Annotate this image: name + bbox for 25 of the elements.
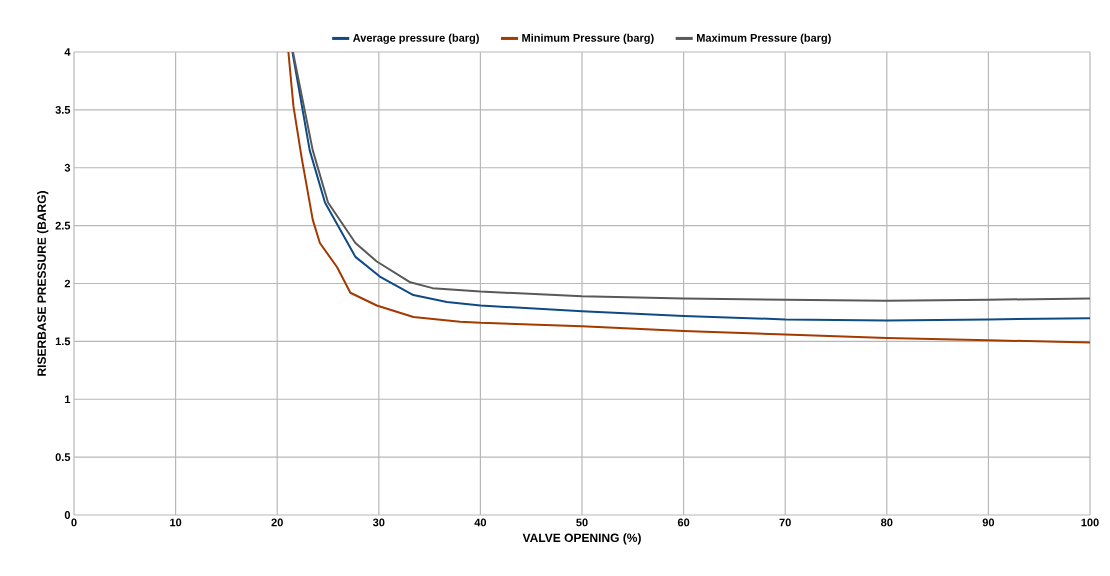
y-tick-label: 0.5	[55, 453, 71, 462]
x-tick-label: 90	[982, 518, 995, 527]
y-tick-label: 2	[64, 279, 71, 288]
y-tick-label: 3	[64, 163, 71, 172]
x-tick-label: 0	[71, 518, 77, 527]
x-tick-label: 20	[271, 518, 283, 527]
x-tick-label: 50	[576, 518, 588, 527]
y-tick-label: 1.5	[55, 337, 71, 346]
x-tick-label: 80	[881, 518, 893, 527]
y-tick-label: 3.5	[55, 105, 71, 114]
x-tick-label: 40	[474, 518, 487, 527]
legend-label: Maximum Pressure (barg)	[696, 33, 831, 45]
x-axis-title: VALVE OPENING (%)	[522, 533, 641, 545]
x-tick-label: 70	[779, 518, 791, 527]
y-axis-title: RISERBASE PRESSURE (BARG)	[37, 191, 49, 376]
y-tick-label: 0	[64, 511, 71, 519]
y-tick-label: 4	[64, 48, 71, 56]
legend-label: Minimum Pressure (barg)	[522, 33, 654, 45]
x-tick-label: 60	[677, 518, 690, 527]
x-tick-label: 100	[1081, 518, 1099, 527]
y-tick-label: 1	[65, 395, 71, 404]
x-tick-label: 10	[170, 518, 182, 527]
y-tick-label: 2.5	[55, 221, 71, 230]
legend-label: Average pressure (barg)	[352, 33, 479, 45]
x-tick-label: 30	[372, 518, 385, 527]
